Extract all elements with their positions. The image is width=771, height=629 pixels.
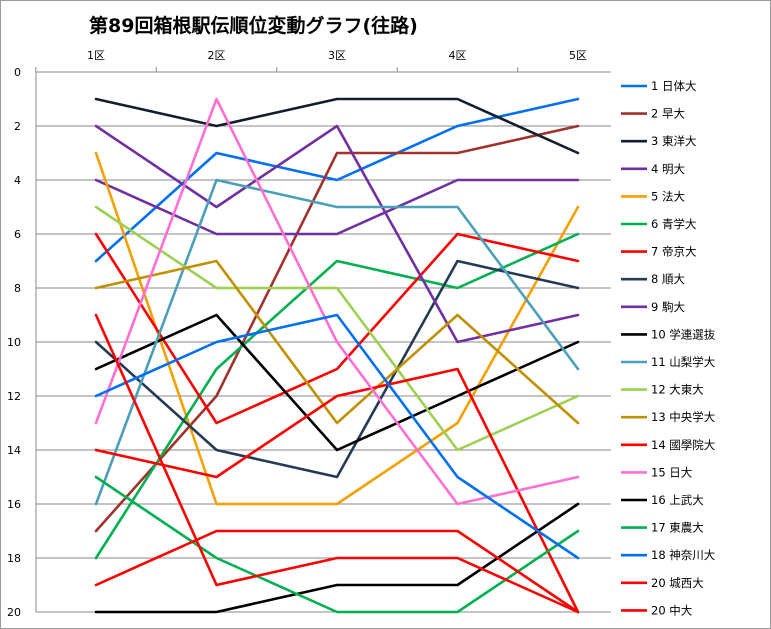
y-tick-label-2: 4	[14, 174, 21, 187]
legend-layer: 1 日体大 2 早大 3 東洋大 4 明大 5 法大 6 青学大 7 帝京大 8 順大 9 駒大…	[621, 79, 716, 617]
legend-label-6: 6 青学大	[651, 217, 697, 231]
legend-label-19: 20 城西大	[651, 576, 704, 590]
series-line-11	[94, 178, 580, 506]
legend-label-14: 14 國學院大	[651, 438, 716, 452]
series-line-18	[94, 313, 580, 560]
legend-label-12: 12 大東大	[651, 383, 704, 397]
series-line-10	[94, 313, 580, 452]
y-tick-label-5: 10	[7, 336, 21, 349]
series-line-14	[94, 367, 580, 614]
legend-label-9: 9 駒大	[651, 300, 685, 314]
x-tick-label-3: 4区	[449, 49, 467, 62]
y-tick-label-0: 0	[14, 66, 21, 79]
y-tick-label-3: 6	[14, 228, 21, 241]
series-line-9	[94, 124, 580, 344]
x-tick-label-2: 3区	[328, 49, 346, 62]
x-tick-label-0: 1区	[87, 49, 105, 62]
y-tick-label-6: 12	[7, 390, 21, 403]
series-line-13	[94, 259, 580, 425]
y-tick-label-10: 20	[7, 606, 21, 619]
series-layer	[94, 97, 580, 614]
legend-label-15: 15 日大	[651, 465, 693, 479]
legend-label-1: 1 日体大	[651, 79, 697, 93]
chart-title: 第89回箱根駅伝順位変動グラフ(往路)	[89, 15, 418, 37]
y-tick-label-7: 14	[7, 444, 21, 457]
series-line-19	[94, 529, 580, 614]
series-line-2	[94, 124, 580, 533]
series-line-4	[94, 178, 580, 236]
legend-label-20: 20 中大	[651, 603, 693, 617]
series-line-12	[94, 205, 580, 452]
x-tick-label-4: 5区	[569, 49, 587, 62]
legend-label-2: 2 早大	[651, 107, 685, 121]
series-line-3	[94, 97, 580, 155]
y-tick-label-8: 16	[7, 498, 21, 511]
x-tick-label-1: 2区	[208, 49, 226, 62]
series-line-8	[94, 259, 580, 479]
series-line-15	[94, 97, 580, 506]
y-tick-label-1: 2	[14, 120, 21, 133]
legend-label-8: 8 順大	[651, 272, 685, 286]
legend-label-10: 10 学連選抜	[651, 327, 716, 341]
legend-label-11: 11 山梨学大	[651, 355, 716, 369]
axis-layer: 0 2 4 6 8 10 12 14 16 18 20 1区 2区 3区 4区 5区	[7, 49, 587, 619]
legend-label-4: 4 明大	[651, 162, 685, 176]
legend-label-17: 17 東農大	[651, 521, 704, 535]
legend-label-3: 3 東洋大	[651, 134, 697, 148]
series-line-20	[94, 313, 580, 614]
legend-label-5: 5 法大	[651, 189, 685, 203]
y-tick-label-4: 8	[14, 282, 21, 295]
legend-label-13: 13 中央学大	[651, 410, 716, 424]
legend-label-7: 7 帝京大	[651, 245, 697, 259]
legend-label-16: 16 上武大	[651, 493, 704, 507]
y-tick-label-9: 18	[7, 552, 21, 565]
legend-label-18: 18 神奈川大	[651, 548, 716, 562]
series-line-17	[94, 475, 580, 614]
